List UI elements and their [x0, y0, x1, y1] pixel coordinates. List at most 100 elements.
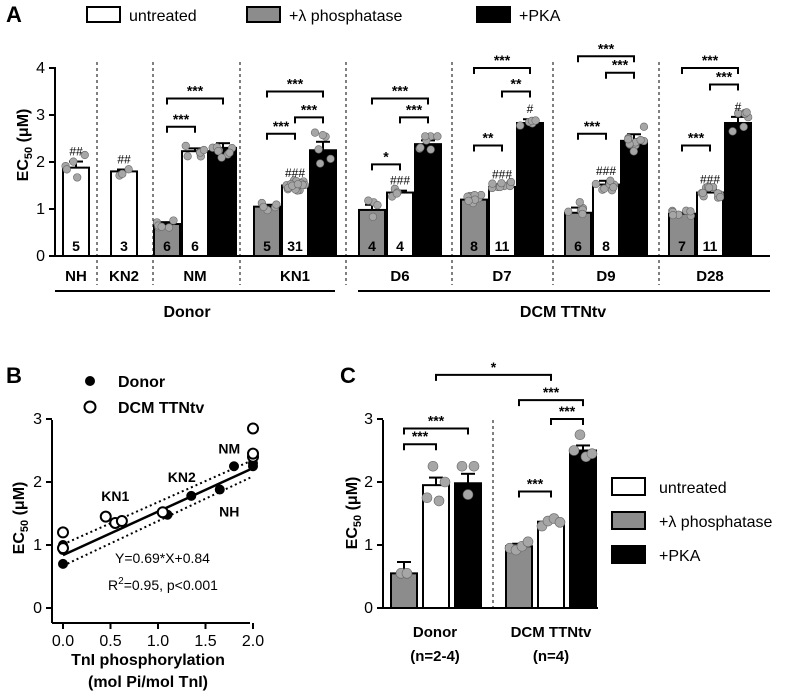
a-dot-d9-lambda — [564, 207, 573, 216]
a-dot-d7-pka — [531, 116, 540, 125]
b-point-dcm — [57, 542, 69, 555]
c-ytick-label: 1 — [364, 537, 373, 554]
a-n-label-kn1-pka: 6 — [319, 238, 327, 254]
a-n-label-d7-pka: 5 — [526, 238, 534, 254]
a-sig-label-d9-lambda-untreated: *** — [584, 118, 601, 134]
b-point-donor — [229, 461, 239, 472]
a-dot-d7-pka — [516, 121, 525, 130]
a-n-label-d28-lambda: 7 — [678, 238, 686, 254]
a-n-label-d28-untreated: 11 — [703, 238, 718, 254]
panel-c-label: C — [340, 363, 356, 388]
c-sig-bracket-0 — [403, 443, 437, 451]
a-dot-kn2-untreated — [124, 165, 133, 174]
a-dot-d28-untreated — [698, 188, 707, 197]
c-ytick-label: 2 — [364, 474, 373, 491]
a-dot-d9-lambda — [575, 198, 584, 207]
b-point-label-kn2: KN2 — [168, 469, 196, 485]
a-n-label-kn1-untreated: 31 — [287, 238, 303, 254]
a-n-label-kn1-lambda: 5 — [263, 238, 271, 254]
a-dot-d28-pka — [742, 108, 751, 117]
b-ytick-label: 0 — [33, 600, 42, 617]
legend-c-lambda-swatch — [611, 511, 646, 530]
a-hash-nh-untreated: ## — [69, 145, 83, 159]
legend-c-untreated-swatch — [611, 477, 646, 496]
a-category-kn1: KN1 — [280, 268, 310, 285]
a-dot-d7-lambda — [464, 196, 473, 205]
a-ytick-label: 2 — [36, 154, 45, 171]
a-hash-kn2-untreated: ## — [117, 153, 131, 167]
a-n-label-kn2-untreated: 3 — [120, 238, 128, 254]
a-dot-d6-lambda — [373, 201, 382, 210]
c-sig-bracket-5 — [435, 373, 552, 381]
a-n-label-nm-untreated: 6 — [191, 238, 199, 254]
b-point-dcm — [247, 447, 259, 460]
a-dot-d28-lambda — [668, 211, 678, 220]
c-sig-label-0: *** — [412, 428, 429, 444]
panel-a-separators — [96, 62, 660, 285]
c-dot-dcm-pka — [586, 448, 598, 459]
a-n-label-d9-pka: 11 — [627, 238, 642, 254]
b-point-donor — [214, 484, 225, 495]
a-sig-bracket-nm-lambda-pka — [166, 97, 224, 105]
a-bar-kn2-untreated — [110, 170, 138, 257]
a-dot-d9-pka — [629, 147, 638, 156]
a-ytick-label: 0 — [36, 248, 45, 265]
a-category-nm: NM — [183, 268, 206, 285]
a-sig-label-kn1-lambda-untreated: *** — [273, 118, 290, 134]
a-sig-label-d9-lambda-pka: *** — [598, 40, 615, 56]
b-point-label-nm: NM — [218, 441, 240, 457]
panel-b-label: B — [6, 363, 22, 388]
a-bar-d28-pka — [724, 121, 752, 257]
a-dot-d28-untreated — [704, 183, 714, 192]
a-sig-label-kn1-lambda-pka: *** — [287, 76, 304, 92]
a-dot-d6-untreated — [392, 189, 401, 198]
legend-b-dcm-label: DCM TTNtv — [118, 400, 204, 417]
a-dot-nh-untreated — [62, 165, 71, 174]
a-hash-kn1-untreated: ### — [285, 166, 305, 180]
a-dot-nh-untreated — [69, 157, 78, 166]
a-category-nh: NH — [65, 268, 87, 285]
b-confidence-upper — [62, 459, 254, 546]
a-category-d9: D9 — [596, 268, 615, 285]
a-n-label-d9-lambda: 6 — [574, 238, 582, 254]
b-point-donor — [186, 490, 197, 501]
b-xtick-label: 1.5 — [194, 633, 216, 650]
panel-c-cat-donor: Donor — [413, 624, 457, 641]
c-bar-donor-untreated — [422, 484, 450, 609]
a-bar-d9-lambda — [564, 211, 592, 257]
a-dot-d6-pka — [416, 143, 425, 152]
a-n-label-d7-lambda: 8 — [470, 238, 478, 254]
legend-a-untreated-swatch — [86, 6, 121, 23]
panel-c-cat-dcm-n: (n=4) — [533, 648, 569, 665]
b-xtick-label: 0.0 — [52, 633, 74, 650]
fit-r2: R2=0.95, p<0.001 — [108, 576, 218, 593]
c-dot-dcm-untreated — [554, 517, 566, 528]
a-dot-d6-pka — [426, 145, 435, 154]
a-dot-d7-untreated — [488, 179, 497, 188]
a-n-label-d28-pka: 7 — [734, 238, 742, 254]
a-sig-label-d7-lambda-pka: *** — [494, 52, 511, 68]
a-n-label-d6-untreated: 4 — [396, 238, 404, 254]
a-dot-d6-pka — [433, 132, 442, 141]
panel-c-plot: **************** — [390, 359, 598, 610]
a-dot-d9-lambda — [578, 209, 587, 219]
a-sig-bracket-kn1-lambda-untreated — [266, 132, 296, 140]
a-dot-kn2-untreated — [118, 169, 127, 178]
c-sig-label-4: *** — [543, 384, 560, 400]
c-dot-donor-untreated — [439, 476, 451, 488]
c-sig-label-3: *** — [559, 403, 576, 419]
a-sig-label-d7-untreated-pka: ** — [511, 76, 522, 92]
a-dot-kn1-lambda — [259, 202, 268, 212]
a-sig-bracket-d9-lambda-untreated — [577, 132, 607, 140]
panel-a-ylabel: EC50 (μM) — [15, 109, 35, 182]
c-dot-donor-lambda — [401, 568, 413, 579]
a-dot-d7-untreated — [506, 177, 516, 187]
b-ytick-label: 3 — [33, 411, 42, 428]
a-n-label-d6-lambda: 4 — [368, 238, 376, 254]
legend-b-donor-marker — [85, 376, 95, 386]
a-sig-bracket-d28-lambda-pka — [681, 67, 739, 74]
a-dot-kn1-pka — [318, 131, 327, 140]
c-dot-dcm-pka — [574, 429, 586, 441]
a-dot-nh-untreated — [73, 173, 82, 182]
panel-c-ticks: 0 1 2 3 — [364, 411, 383, 617]
